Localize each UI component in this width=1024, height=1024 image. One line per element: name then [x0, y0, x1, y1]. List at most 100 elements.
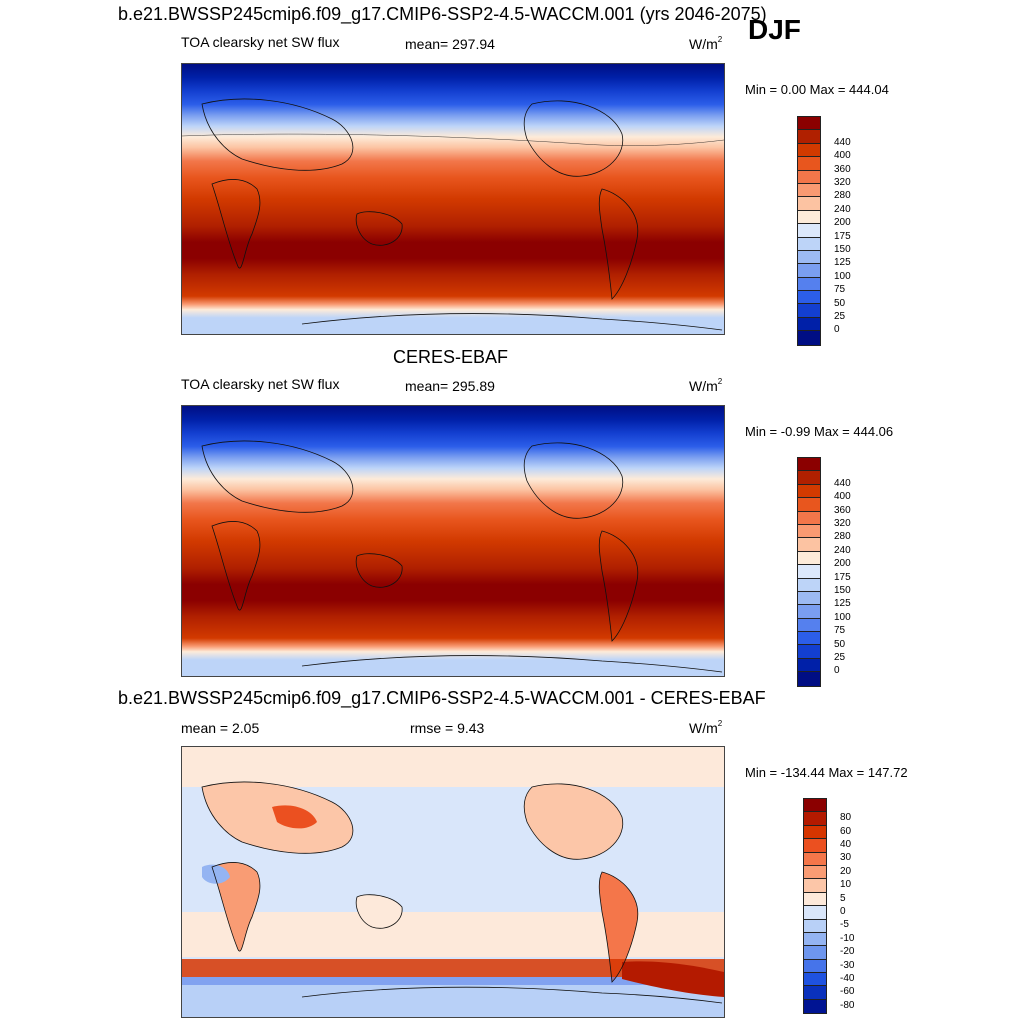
colorbar-segment: [804, 892, 826, 907]
colorbar-tick-label: 25: [834, 652, 846, 663]
model-variable-label: TOA clearsky net SW flux: [181, 34, 340, 50]
colorbar-tick-label: 240: [834, 203, 851, 215]
diff-colorbar: [803, 798, 827, 1015]
colorbar-tick-label: 320: [834, 518, 851, 529]
colorbar-tick-label: 0: [834, 665, 840, 677]
colorbar-segment: [798, 250, 820, 265]
colorbar-segment: [798, 498, 820, 512]
diff-map-canvas: [182, 747, 724, 1017]
diff-mean-label: mean = 2.05: [181, 720, 260, 736]
model-units-label: W/m2: [689, 35, 723, 52]
colorbar-tick-label: 40: [840, 838, 852, 850]
obs-mean-label: mean= 295.89: [405, 378, 495, 394]
colorbar-segment: [798, 317, 820, 332]
model-case-title: b.e21.BWSSP245cmip6.f09_g17.CMIP6-SSP2-4…: [118, 4, 767, 24]
colorbar-tick-label: 440: [834, 136, 851, 148]
obs-minmax-label: Min = -0.99 Max = 444.06: [745, 424, 894, 439]
colorbar-segment: [798, 237, 820, 251]
colorbar-segment: [798, 291, 820, 305]
colorbar-segment: [798, 170, 820, 184]
obs-case-title: CERES-EBAF: [393, 347, 509, 367]
colorbar-segment: [804, 946, 826, 960]
colorbar-tick-label: 175: [834, 571, 851, 583]
diff-units-label: W/m2: [689, 719, 723, 736]
colorbar-tick-label: 20: [840, 865, 852, 877]
colorbar-tick-label: 240: [834, 544, 851, 556]
colorbar-tick-label: 100: [834, 270, 851, 282]
obs-colorbar: [797, 457, 821, 687]
obs-map: [181, 405, 725, 677]
colorbar-segment: [804, 865, 826, 880]
colorbar-segment: [798, 210, 820, 225]
colorbar-tick-label: 125: [834, 598, 851, 610]
colorbar-segment: [804, 973, 826, 987]
colorbar-tick-label: 150: [834, 244, 851, 255]
colorbar-tick-label: 125: [834, 257, 851, 269]
colorbar-segment: [798, 143, 820, 158]
colorbar-tick-label: 75: [834, 625, 846, 637]
colorbar-segment: [798, 538, 820, 552]
colorbar-segment: [798, 591, 820, 606]
colorbar-tick-label: -60: [840, 986, 855, 998]
colorbar-tick-label: -10: [840, 932, 855, 944]
colorbar-segment: [798, 672, 820, 686]
colorbar-segment: [804, 959, 826, 974]
colorbar-tick-label: 150: [834, 585, 851, 596]
colorbar-segment: [798, 277, 820, 292]
colorbar-tick-label: 400: [834, 150, 851, 162]
colorbar-tick-label: 10: [840, 879, 852, 891]
colorbar-tick-label: -80: [840, 999, 855, 1011]
colorbar-segment: [804, 812, 826, 826]
colorbar-segment: [804, 825, 826, 840]
colorbar-segment: [804, 852, 826, 866]
colorbar-segment: [798, 578, 820, 592]
colorbar-segment: [798, 458, 820, 472]
colorbar-segment: [798, 618, 820, 633]
colorbar-segment: [804, 986, 826, 1000]
colorbar-segment: [804, 879, 826, 893]
diff-minmax-label: Min = -134.44 Max = 147.72: [745, 765, 908, 780]
colorbar-tick-label: 400: [834, 491, 851, 503]
colorbar-segment: [798, 183, 820, 198]
colorbar-tick-label: 360: [834, 504, 851, 516]
colorbar-tick-label: 50: [834, 297, 846, 309]
diff-case-title: b.e21.BWSSP245cmip6.f09_g17.CMIP6-SSP2-4…: [118, 688, 766, 708]
colorbar-segment: [798, 524, 820, 539]
colorbar-segment: [798, 565, 820, 579]
obs-map-canvas: [182, 406, 724, 676]
colorbar-segment: [798, 264, 820, 278]
colorbar-segment: [798, 224, 820, 238]
colorbar-tick-label: 200: [834, 558, 851, 570]
model-minmax-label: Min = 0.00 Max = 444.04: [745, 82, 889, 97]
colorbar-tick-label: 280: [834, 531, 851, 543]
colorbar-segment: [804, 839, 826, 853]
colorbar-segment: [804, 999, 826, 1014]
obs-variable-label: TOA clearsky net SW flux: [181, 376, 340, 392]
colorbar-segment: [798, 304, 820, 318]
colorbar-tick-label: -5: [840, 919, 849, 931]
colorbar-tick-label: 320: [834, 177, 851, 188]
colorbar-tick-label: 440: [834, 477, 851, 489]
colorbar-segment: [798, 484, 820, 499]
colorbar-tick-label: -30: [840, 959, 855, 971]
colorbar-tick-label: 200: [834, 217, 851, 229]
colorbar-tick-label: 80: [840, 812, 852, 824]
colorbar-segment: [798, 658, 820, 673]
colorbar-tick-label: 25: [834, 311, 846, 322]
colorbar-segment: [798, 605, 820, 619]
model-map-canvas: [182, 64, 724, 334]
model-map: [181, 63, 725, 335]
colorbar-segment: [798, 117, 820, 131]
colorbar-tick-label: 360: [834, 163, 851, 175]
season-label: DJF: [748, 14, 801, 45]
colorbar-segment: [804, 799, 826, 813]
obs-units-label: W/m2: [689, 377, 723, 394]
colorbar-segment: [798, 511, 820, 525]
colorbar-tick-label: 175: [834, 230, 851, 242]
colorbar-segment: [798, 130, 820, 144]
diff-rmse-label: rmse = 9.43: [410, 720, 485, 736]
colorbar-segment: [798, 471, 820, 485]
colorbar-segment: [804, 919, 826, 933]
colorbar-segment: [804, 932, 826, 947]
colorbar-tick-label: -40: [840, 972, 855, 984]
